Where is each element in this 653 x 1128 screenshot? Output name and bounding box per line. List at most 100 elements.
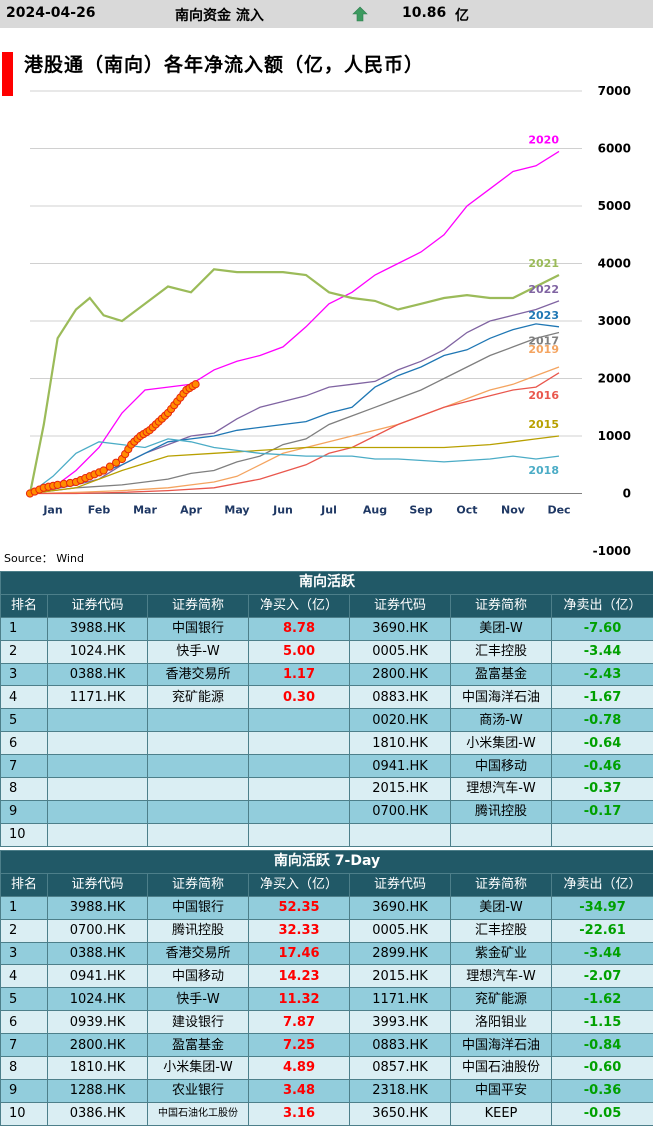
net-sell-cell: -1.15: [550, 1010, 653, 1035]
rank-cell: 4: [0, 964, 48, 989]
rank-cell: 6: [0, 1010, 48, 1035]
rank-cell: 7: [0, 754, 48, 779]
buy-name-cell: [147, 777, 249, 801]
buy-code-cell: [47, 754, 148, 779]
sell-name-cell: 理想汽车-W: [450, 777, 552, 801]
series-line-2016: [30, 372, 560, 495]
net-sell-cell: -2.43: [550, 662, 653, 687]
rank-cell: 7: [0, 1033, 48, 1058]
series-label-2017: 2017: [528, 335, 559, 348]
net-buy-cell: [248, 708, 350, 733]
y-tick-label: -1000: [593, 544, 631, 558]
net-sell-cell: -1.67: [550, 685, 653, 710]
buy-name-cell: [147, 822, 249, 847]
buy-name-cell: [147, 754, 249, 779]
buy-code-cell: 1288.HK: [47, 1078, 148, 1103]
buy-code-cell: 3988.HK: [47, 895, 148, 920]
sell-code-cell: 2015.HK: [349, 964, 451, 989]
buy-name-cell: 快手-W: [147, 987, 249, 1012]
column-header: 证券代码: [349, 872, 451, 897]
sell-code-cell: 2800.HK: [349, 662, 451, 687]
rank-cell: 2: [0, 639, 48, 664]
column-header: 排名: [0, 593, 48, 618]
buy-name-cell: 香港交易所: [147, 941, 249, 966]
table-row: 8 1810.HK 小米集团-W 4.89 0857.HK 中国石油股份 -0.60: [0, 1056, 653, 1080]
net-sell-cell: -0.78: [550, 708, 653, 733]
sell-name-cell: 美团-W: [450, 895, 552, 920]
table-row: 6 1810.HK 小米集团-W -0.64: [0, 731, 653, 756]
x-tick-label: Aug: [363, 504, 387, 517]
column-header: 证券简称: [450, 593, 552, 618]
net-sell-cell: -0.37: [550, 777, 653, 801]
sell-code-cell: [349, 822, 451, 847]
series-line-2017: [29, 331, 560, 495]
data-point-2024: [105, 462, 114, 471]
sell-name-cell: 商汤-W: [450, 708, 552, 733]
table-row: 10: [0, 822, 653, 847]
sell-name-cell: [450, 822, 552, 847]
chart-source: Source： Wind: [4, 552, 84, 565]
net-sell-cell: -22.61: [550, 918, 653, 943]
sell-code-cell: 2318.HK: [349, 1078, 451, 1103]
net-buy-cell: 17.46: [248, 941, 350, 966]
data-point-2024: [99, 466, 108, 475]
title-accent-bar: [2, 52, 13, 96]
sell-code-cell: 2015.HK: [349, 777, 451, 801]
rank-cell: 8: [0, 777, 48, 801]
column-header: 证券简称: [147, 593, 249, 618]
x-tick-label: Mar: [133, 504, 157, 517]
sell-code-cell: 3650.HK: [349, 1101, 451, 1126]
x-tick-label: Nov: [501, 504, 526, 517]
table-title: 南向活跃 7-Day: [0, 850, 653, 874]
net-buy-cell: 32.33: [248, 918, 350, 943]
table-row: 7 0941.HK 中国移动 -0.46: [0, 754, 653, 779]
chart-title: 港股通（南向）各年净流入额（亿，人民币）: [24, 54, 425, 76]
buy-code-cell: [47, 708, 148, 733]
net-buy-cell: 7.87: [248, 1010, 350, 1035]
net-sell-cell: -0.60: [550, 1056, 653, 1080]
series-label-2019: 2019: [528, 343, 559, 356]
data-point-2024: [191, 380, 200, 389]
sell-code-cell: 0020.HK: [349, 708, 451, 733]
flow-unit: 亿: [455, 8, 469, 24]
sell-code-cell: 2899.HK: [349, 941, 451, 966]
rank-cell: 5: [0, 987, 48, 1012]
buy-code-cell: 3988.HK: [47, 616, 148, 641]
net-sell-cell: -0.46: [550, 754, 653, 779]
table-row: 10 0386.HK 中国石油化工股份 3.16 3650.HK KEEP -0.05: [0, 1101, 653, 1126]
sell-code-cell: 0857.HK: [349, 1056, 451, 1080]
sell-name-cell: 理想汽车-W: [450, 964, 552, 989]
buy-code-cell: [47, 799, 148, 824]
net-sell-cell: -1.62: [550, 987, 653, 1012]
column-header: 净买入（亿）: [248, 872, 350, 897]
buy-name-cell: [147, 708, 249, 733]
sell-code-cell: 3690.HK: [349, 895, 451, 920]
date-label: 2024-04-26: [6, 5, 96, 21]
net-sell-cell: -3.44: [550, 941, 653, 966]
net-buy-cell: [248, 822, 350, 847]
column-header: 证券代码: [349, 593, 451, 618]
x-tick-label: May: [224, 504, 249, 517]
y-tick-label: 6000: [598, 142, 631, 156]
series-label-2015: 2015: [528, 418, 559, 431]
net-buy-cell: 8.78: [248, 616, 350, 641]
y-tick-label: 1000: [598, 429, 631, 443]
net-buy-cell: 14.23: [248, 964, 350, 989]
southbound-active-7day-table: 南向活跃 7-Day 排名 证券代码 证券简称 净买入（亿） 证券代码 证券简称 净卖出（亿）…: [0, 850, 653, 1126]
table-row: 3 0388.HK 香港交易所 1.17 2800.HK 盈富基金 -2.43: [0, 662, 653, 687]
sell-name-cell: 盈富基金: [450, 662, 552, 687]
buy-code-cell: 0388.HK: [47, 662, 148, 687]
buy-code-cell: 1810.HK: [47, 1056, 148, 1080]
table-row: 9 0700.HK 腾讯控股 -0.17: [0, 799, 653, 824]
column-header: 证券代码: [47, 872, 148, 897]
y-tick-label: 2000: [598, 372, 631, 386]
sell-code-cell: 0883.HK: [349, 1033, 451, 1058]
buy-name-cell: 中国移动: [147, 964, 249, 989]
y-tick-label: 4000: [598, 257, 631, 271]
table-row: 1 3988.HK 中国银行 8.78 3690.HK 美团-W -7.60: [0, 616, 653, 641]
buy-name-cell: 兖矿能源: [147, 685, 249, 710]
y-tick-label: 0: [623, 487, 631, 501]
buy-name-cell: [147, 799, 249, 824]
net-sell-cell: -0.84: [550, 1033, 653, 1058]
table-row: 5 0020.HK 商汤-W -0.78: [0, 708, 653, 733]
